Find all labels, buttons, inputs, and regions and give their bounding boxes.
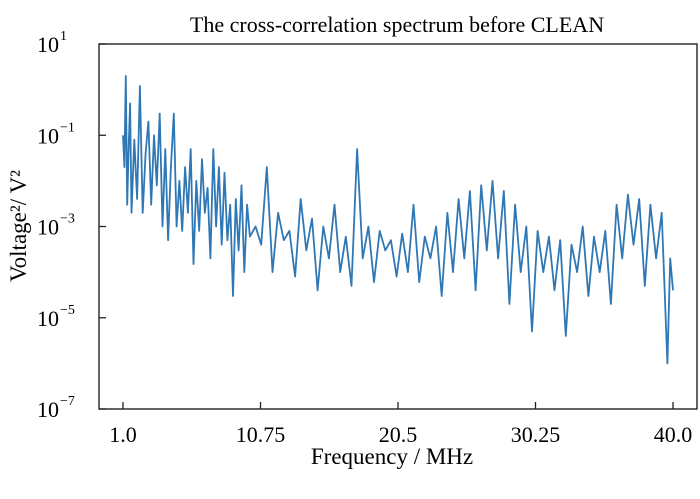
x-axis-ticks: 1.0 10.75 20.5 30.25 40.0: [109, 402, 692, 447]
y-tick-exponent: −1: [60, 120, 75, 135]
x-tick-label: 40.0: [654, 422, 693, 447]
series-line-cross-correlation: [122, 75, 674, 365]
y-tick-label: 10: [37, 123, 59, 148]
y-axis-label: Voltage²/ V²: [6, 170, 31, 282]
y-tick-exponent: −3: [60, 212, 75, 227]
y-tick-exponent: −5: [60, 303, 75, 318]
plot-area: [98, 43, 698, 410]
chart-title: The cross-correlation spectrum before CL…: [190, 12, 604, 37]
y-tick-label: 10: [37, 397, 59, 422]
x-tick-label: 10.75: [236, 422, 286, 447]
x-axis-label: Frequency / MHz: [311, 444, 473, 469]
y-tick-label: 10: [37, 32, 59, 57]
y-tick-label: 10: [37, 215, 59, 240]
y-tick-label: 10: [37, 306, 59, 331]
x-tick-label: 1.0: [109, 422, 137, 447]
y-tick-exponent: −7: [60, 394, 75, 409]
x-tick-label: 30.25: [511, 422, 561, 447]
x-tick-label: 20.5: [379, 422, 418, 447]
y-tick-exponent: 1: [60, 29, 67, 44]
